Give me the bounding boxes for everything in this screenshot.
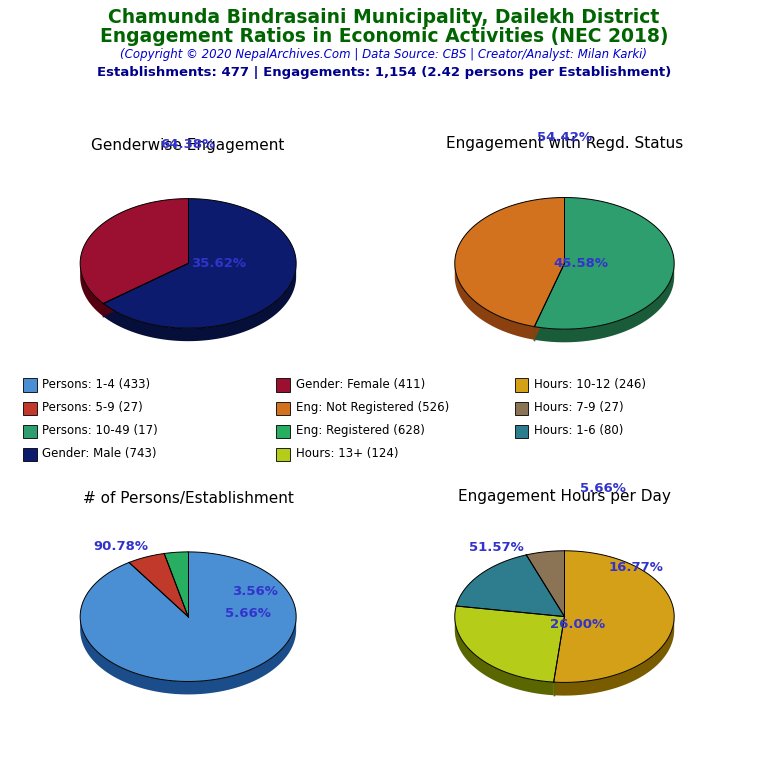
Text: Chamunda Bindrasaini Municipality, Dailekh District: Chamunda Bindrasaini Municipality, Daile… [108,8,660,27]
Title: # of Persons/Establishment: # of Persons/Establishment [83,491,293,506]
Text: 54.42%: 54.42% [537,131,592,144]
Text: Eng: Not Registered (526): Eng: Not Registered (526) [296,401,449,414]
Text: 5.66%: 5.66% [224,607,270,620]
Title: Engagement Hours per Day: Engagement Hours per Day [458,489,671,505]
Polygon shape [164,552,188,617]
Title: Genderwise Engagement: Genderwise Engagement [91,137,285,153]
Polygon shape [80,552,296,681]
Polygon shape [535,197,674,329]
Text: 16.77%: 16.77% [608,561,664,574]
Text: Establishments: 477 | Engagements: 1,154 (2.42 persons per Establishment): Establishments: 477 | Engagements: 1,154… [97,66,671,79]
Polygon shape [456,555,564,617]
Polygon shape [129,554,188,617]
Polygon shape [80,199,188,303]
Text: Hours: 13+ (124): Hours: 13+ (124) [296,447,398,460]
Polygon shape [455,617,554,695]
Text: Persons: 10-49 (17): Persons: 10-49 (17) [42,424,158,437]
Text: Persons: 1-4 (433): Persons: 1-4 (433) [42,378,151,391]
Polygon shape [535,263,564,339]
Text: (Copyright © 2020 NepalArchives.Com | Data Source: CBS | Creator/Analyst: Milan : (Copyright © 2020 NepalArchives.Com | Da… [121,48,647,61]
Text: 26.00%: 26.00% [550,617,605,631]
Polygon shape [80,263,104,316]
Text: 90.78%: 90.78% [94,540,149,553]
Text: 64.38%: 64.38% [161,138,216,151]
Polygon shape [554,617,564,695]
Text: Hours: 10-12 (246): Hours: 10-12 (246) [534,378,646,391]
Polygon shape [104,264,296,341]
Polygon shape [455,197,564,326]
Text: 51.57%: 51.57% [469,541,524,554]
Text: Gender: Male (743): Gender: Male (743) [42,447,157,460]
Text: Hours: 1-6 (80): Hours: 1-6 (80) [534,424,623,437]
Text: Persons: 5-9 (27): Persons: 5-9 (27) [42,401,143,414]
Polygon shape [455,263,535,339]
Text: 5.66%: 5.66% [580,482,626,495]
Text: Engagement Ratios in Economic Activities (NEC 2018): Engagement Ratios in Economic Activities… [100,27,668,46]
Polygon shape [80,617,296,694]
Polygon shape [554,617,674,696]
Polygon shape [104,263,188,316]
Polygon shape [455,606,564,682]
Text: Gender: Female (411): Gender: Female (411) [296,378,425,391]
Title: Engagement with Regd. Status: Engagement with Regd. Status [446,136,683,151]
Text: 35.62%: 35.62% [191,257,246,270]
Text: Hours: 7-9 (27): Hours: 7-9 (27) [534,401,624,414]
Polygon shape [535,263,674,343]
Polygon shape [526,551,564,617]
Text: 45.58%: 45.58% [554,257,608,270]
Polygon shape [104,199,296,328]
Text: 3.56%: 3.56% [232,585,278,598]
Polygon shape [554,551,674,683]
Text: Eng: Registered (628): Eng: Registered (628) [296,424,425,437]
